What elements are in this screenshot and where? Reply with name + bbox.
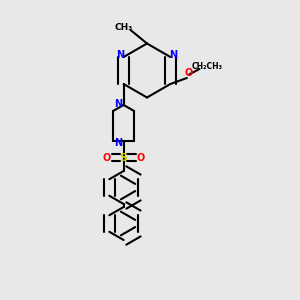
Text: O: O <box>136 152 145 163</box>
Text: CH₃: CH₃ <box>115 22 133 32</box>
Text: N: N <box>114 98 122 109</box>
Text: N: N <box>117 50 125 61</box>
Text: S: S <box>120 152 128 163</box>
Text: N: N <box>114 137 122 148</box>
Text: O: O <box>184 68 193 79</box>
Text: N: N <box>169 50 177 61</box>
Text: O: O <box>103 152 111 163</box>
Text: CH₂CH₃: CH₂CH₃ <box>191 62 223 71</box>
